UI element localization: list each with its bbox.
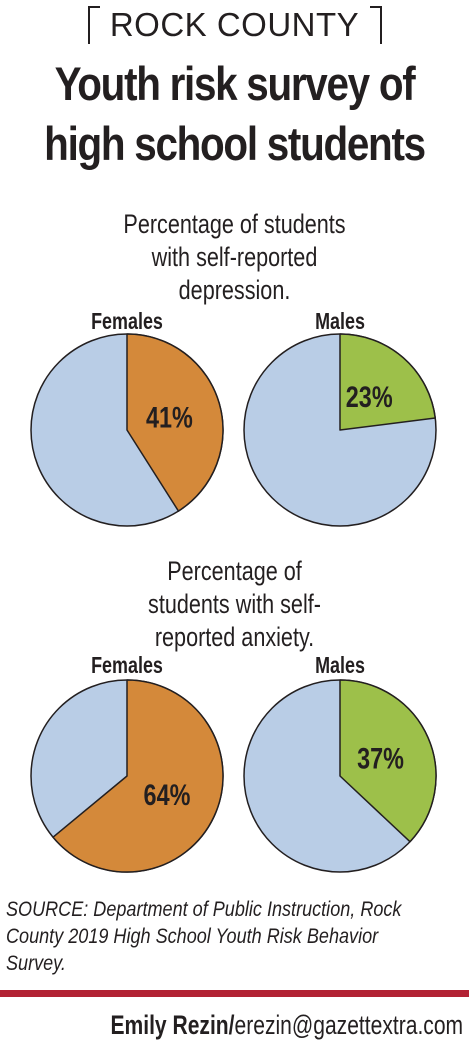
page-title: Youth risk survey of high school student…: [44, 57, 426, 170]
kicker-bracket-left-horizontal: [88, 6, 100, 8]
byline: Emily Rezin/erezin@gazettextra.com: [110, 1008, 463, 1042]
pie-depression-females-value-slice: [126, 333, 224, 512]
kicker: ROCK COUNTY: [109, 6, 360, 43]
pie-label-anxiety-males: Males: [315, 652, 365, 678]
pie-label-anxiety-females: Females: [91, 652, 163, 678]
pie-depression-males-value-label: 23%: [346, 380, 393, 413]
pie-anxiety-females: 64%: [30, 679, 224, 873]
pie-anxiety-males-value-label: 37%: [357, 742, 404, 775]
pie-anxiety-males: 37%: [243, 679, 437, 873]
pie-anxiety-females-value-slice: [52, 679, 224, 873]
source-note: SOURCE: Department of Public Instruction…: [6, 898, 402, 975]
divider-rule: [0, 990, 469, 997]
pie-depression-males: 23%: [243, 333, 437, 527]
pie-label-depression-males: Males: [315, 308, 365, 334]
pie-depression-females-value-label: 41%: [146, 401, 193, 434]
kicker-bracket-right-vertical: [380, 6, 382, 44]
chart-title-anxiety: Percentage of students with self-reporte…: [148, 556, 321, 652]
chart-title-depression: Percentage of students with self-reporte…: [123, 209, 346, 305]
byline-name: Emily Rezin/: [110, 1010, 235, 1040]
pie-anxiety-females-value-label: 64%: [144, 778, 191, 811]
kicker-bracket-right-horizontal: [370, 6, 382, 8]
kicker-bracket-left-vertical: [88, 6, 90, 44]
kicker-frame: ROCK COUNTY: [0, 0, 469, 50]
pie-anxiety-males-value-slice: [339, 679, 437, 843]
pie-depression-females: 41%: [30, 333, 224, 527]
byline-email: erezin@gazettextra.com: [234, 1010, 463, 1040]
pie-depression-males-value-slice: [339, 333, 436, 431]
pie-label-depression-females: Females: [91, 308, 163, 334]
